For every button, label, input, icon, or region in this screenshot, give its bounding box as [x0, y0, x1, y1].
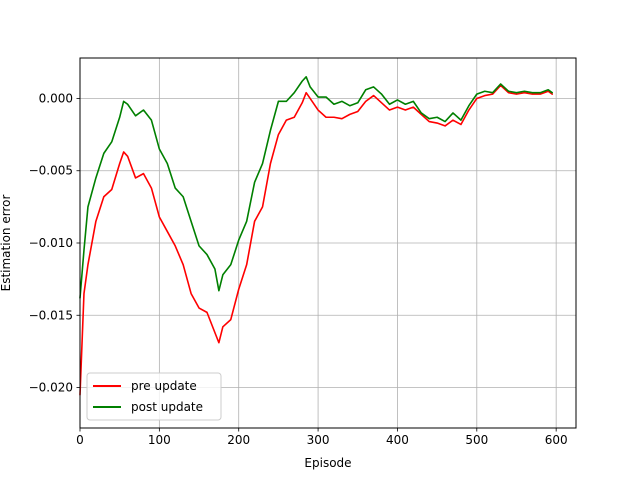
y-tick-label: −0.015 — [29, 308, 73, 322]
series-line-post-update — [79, 75, 553, 299]
y-tick-label: −0.005 — [29, 164, 73, 178]
x-tick-label: 300 — [307, 433, 330, 447]
legend-box — [86, 372, 222, 421]
y-tick-label: −0.010 — [29, 236, 73, 250]
y-tick-label: −0.020 — [29, 381, 73, 395]
series-line-pre-update — [79, 84, 553, 396]
x-tick-label: 0 — [76, 433, 84, 447]
series-lines — [79, 75, 553, 396]
axis-ticks: 0 100 200 300 400 500 600 −0.020 −0.015 −0.010 −0.… — [29, 91, 568, 447]
x-tick-label: 500 — [465, 433, 488, 447]
legend-label-pre-update: pre update — [131, 379, 197, 393]
legend-label-post-update: post update — [131, 400, 203, 414]
y-axis-label: Estimation error — [0, 195, 13, 292]
x-tick-label: 200 — [227, 433, 250, 447]
y-tick-label: 0.000 — [39, 91, 73, 105]
x-tick-label: 100 — [148, 433, 171, 447]
x-tick-label: 400 — [386, 433, 409, 447]
x-tick-label: 600 — [545, 433, 568, 447]
legend: pre update post update — [86, 372, 222, 421]
x-axis-label: Episode — [304, 456, 351, 470]
